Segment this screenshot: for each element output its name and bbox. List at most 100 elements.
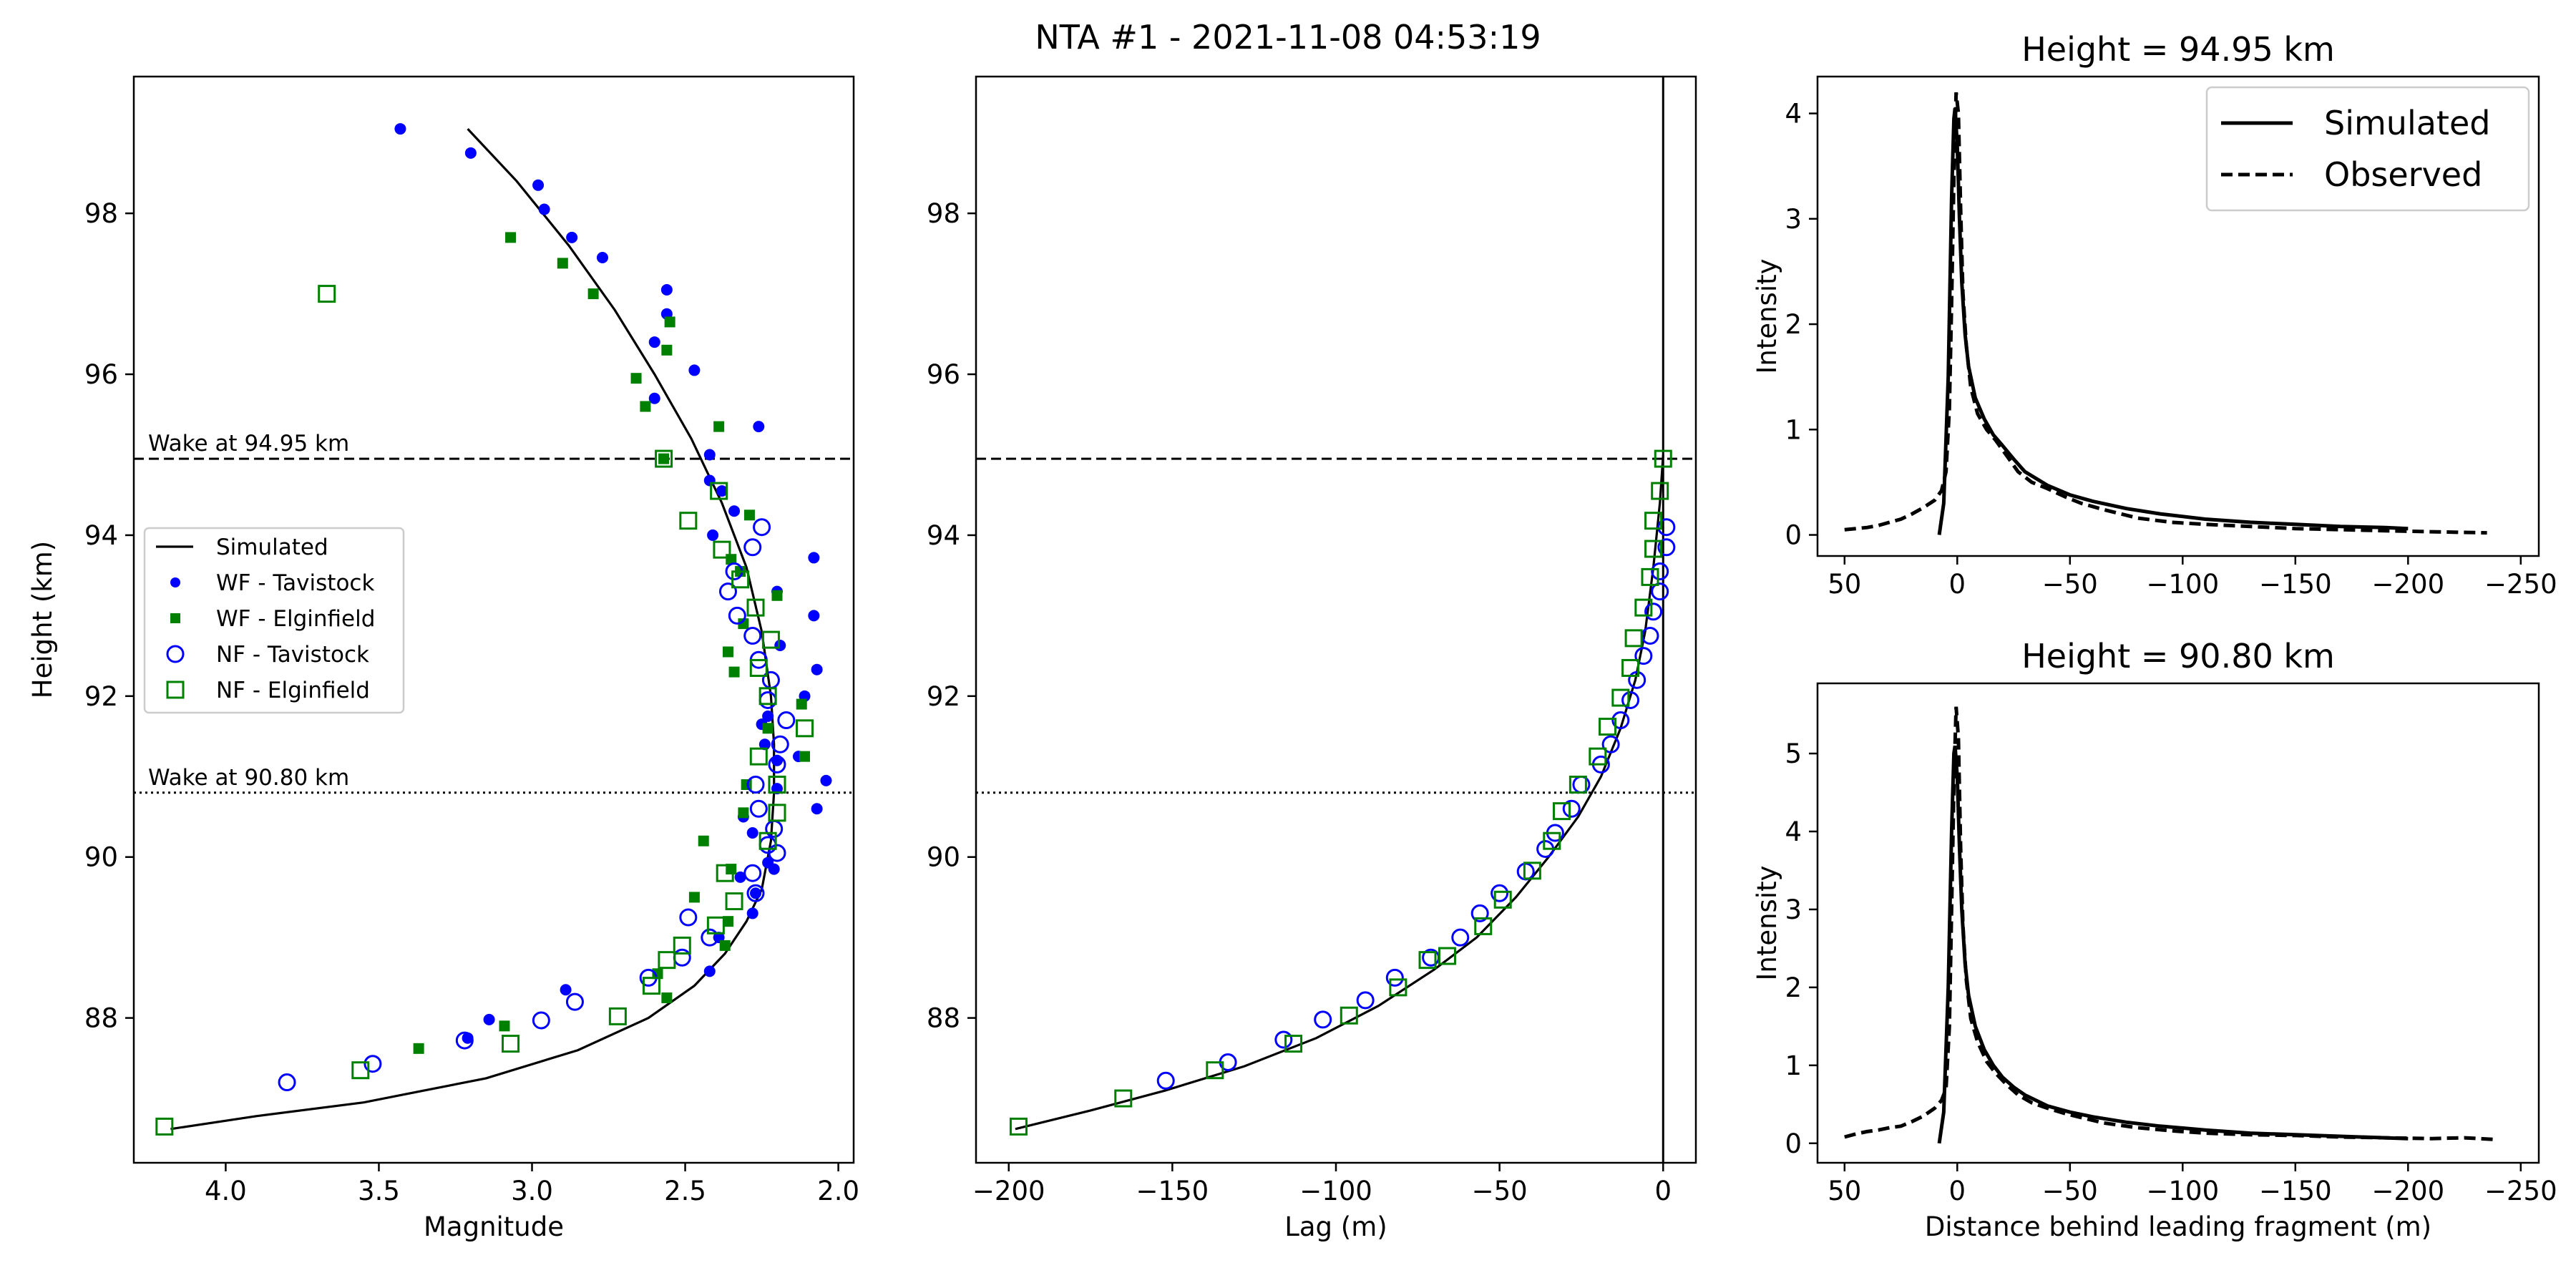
data-point	[557, 258, 568, 269]
x-tick-label: 2.5	[664, 1176, 706, 1206]
data-point	[660, 283, 673, 296]
y-tick-label: 5	[1785, 738, 1802, 769]
data-point	[768, 755, 786, 774]
x-tick-label: 0	[1949, 1176, 1966, 1206]
data-point	[1523, 862, 1541, 880]
data-point	[728, 666, 740, 678]
data-point	[664, 316, 675, 328]
x-tick-label: −200	[2371, 1176, 2444, 1206]
y-axis-label: Intensity	[1752, 258, 1782, 374]
data-point	[750, 887, 762, 899]
x-axis-label: Magnitude	[424, 1211, 564, 1242]
data-point	[716, 864, 734, 882]
data-point	[1611, 711, 1630, 730]
data-point	[738, 618, 749, 630]
panel-title: Height = 90.80 km	[2021, 637, 2335, 675]
data-point	[1657, 518, 1676, 537]
data-point	[532, 179, 545, 191]
y-tick-label: 1	[1785, 414, 1802, 445]
data-point	[758, 738, 771, 751]
lag-panel: −200 −150 −100 −50 0 88 90 92 94 96 98 Lag (m)	[927, 75, 1697, 1242]
data-point	[502, 1035, 520, 1053]
data-point	[1644, 540, 1663, 558]
y-tick-label: 3	[1785, 204, 1802, 235]
data-point	[565, 992, 584, 1011]
data-point	[799, 751, 811, 762]
data-point	[1624, 629, 1643, 648]
data-point	[820, 774, 832, 786]
data-point	[777, 711, 796, 730]
data-point	[1651, 582, 1669, 601]
data-point	[1284, 1035, 1303, 1053]
data-point	[725, 892, 743, 911]
data-point	[155, 1117, 174, 1136]
x-tick-label: 50	[1828, 1176, 1861, 1206]
data-point	[652, 968, 663, 980]
data-point	[749, 658, 768, 677]
data-point	[749, 747, 768, 766]
data-point	[608, 1007, 627, 1025]
y-tick-label: 88	[84, 1003, 118, 1034]
data-point	[1474, 917, 1493, 935]
data-point	[1009, 1117, 1028, 1136]
data-point	[1438, 947, 1456, 965]
data-point	[768, 804, 786, 822]
data-point	[1589, 747, 1607, 766]
data-point	[483, 1013, 495, 1025]
data-point	[1451, 928, 1470, 947]
y-tick-label: 90	[927, 842, 960, 873]
data-point	[774, 639, 786, 651]
data-point	[716, 485, 728, 497]
data-point	[679, 512, 698, 530]
data-point	[713, 540, 731, 559]
legend-dot-marker	[170, 577, 180, 587]
x-tick-label: −100	[2146, 1176, 2219, 1206]
data-point	[505, 232, 517, 243]
magnitude-panel: Wake at 94.95 km Wake at 90.80 km 4.0 3.5 3.…	[27, 75, 859, 1242]
y-tick-label: 1	[1785, 1050, 1802, 1081]
data-point	[532, 1011, 550, 1030]
data-point	[630, 373, 642, 384]
data-point	[734, 871, 746, 883]
data-point	[796, 698, 807, 710]
y-tick-label: 94	[927, 520, 960, 551]
data-point	[718, 582, 737, 601]
data-point	[743, 864, 762, 882]
data-point	[1553, 802, 1571, 821]
data-point	[762, 710, 774, 722]
data-point	[749, 799, 768, 818]
data-point	[455, 1031, 474, 1050]
data-point	[1356, 991, 1375, 1010]
x-tick-label: −50	[2042, 1176, 2098, 1206]
data-point	[1389, 978, 1407, 997]
data-point	[1114, 1089, 1133, 1108]
y-tick-label: 4	[1785, 99, 1802, 130]
data-point	[1491, 884, 1509, 902]
y-tick-label: 96	[84, 359, 118, 390]
data-point	[768, 776, 786, 794]
data-point	[738, 807, 749, 819]
x-tick-label: −100	[1299, 1176, 1372, 1206]
data-point	[413, 1043, 424, 1054]
data-point	[706, 916, 725, 935]
series-simulated-line	[1937, 745, 2409, 1144]
legend-box	[2205, 86, 2530, 212]
x-tick-label: −200	[972, 1176, 1045, 1206]
legend-circle-marker	[166, 645, 185, 663]
data-point	[1418, 951, 1437, 970]
data-point	[743, 509, 755, 521]
y-tick-label: 98	[84, 198, 118, 229]
data-point	[640, 401, 651, 412]
data-point	[1621, 691, 1640, 709]
data-point	[753, 421, 765, 433]
y-tick-label: 94	[84, 520, 118, 551]
data-point	[701, 928, 719, 947]
wake-90-panel: 50 0 −50 −100 −150 −200 −250 0 1 2 3 4 5 Distance beh…	[1752, 637, 2557, 1242]
y-tick-label: 3	[1785, 894, 1802, 925]
x-tick-label: −150	[2259, 569, 2332, 600]
data-point	[1657, 538, 1676, 557]
data-point	[1274, 1030, 1293, 1049]
data-point	[642, 977, 660, 995]
data-point	[703, 474, 716, 487]
data-point	[1628, 670, 1646, 689]
